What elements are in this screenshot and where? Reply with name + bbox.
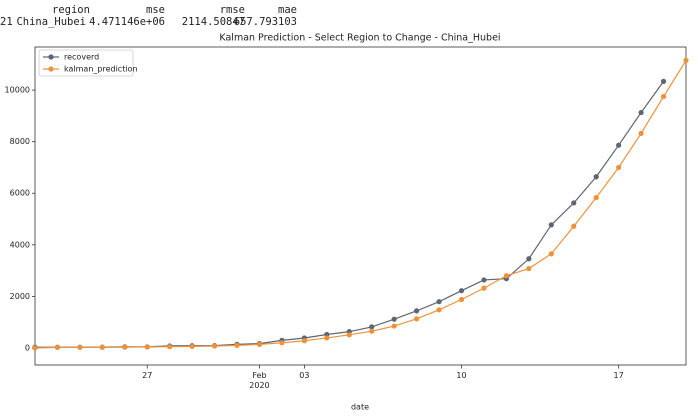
table-cell: China_Hubei: [16, 16, 86, 28]
data-point: [144, 344, 150, 350]
y-tick-label: 2000: [10, 292, 30, 301]
data-point: [526, 265, 532, 272]
data-point: [324, 335, 330, 341]
data-point: [301, 338, 307, 344]
legend-marker: [48, 54, 54, 60]
data-point: [167, 344, 173, 350]
legend-label: kalman_prediction: [64, 65, 138, 74]
data-point: [616, 142, 622, 148]
data-point: [503, 273, 510, 279]
data-point: [391, 316, 397, 322]
x-tick-label: 10: [456, 371, 467, 380]
y-tick-label: 4000: [10, 240, 30, 249]
data-point: [256, 341, 263, 347]
table-cell: 4.471146e+06: [89, 16, 165, 28]
series-line: [34, 60, 687, 349]
x-tick-label: 27: [142, 371, 153, 380]
data-point: [571, 200, 577, 206]
data-point: [211, 343, 218, 349]
y-tick-label: 6000: [10, 189, 30, 198]
data-point: [54, 344, 61, 351]
data-point: [638, 130, 644, 136]
data-point: [660, 78, 667, 84]
table-cell: 2114.50847: [181, 16, 245, 28]
legend-box: [38, 49, 134, 77]
data-point: [77, 344, 83, 350]
x-tick-label: 17: [613, 371, 624, 380]
data-point: [481, 277, 487, 283]
x-tick-label: 03: [299, 371, 310, 380]
data-point: [414, 308, 420, 314]
data-point: [414, 316, 420, 322]
data-point: [346, 332, 352, 338]
data-point: [526, 256, 532, 262]
data-point: [638, 109, 644, 116]
y-tick-label: 8000: [10, 137, 30, 146]
data-point: [548, 251, 554, 257]
data-point: [99, 344, 105, 350]
x-tick-label: Feb 2020: [249, 371, 270, 390]
chart-title: Kalman Prediction - Select Region to Cha…: [219, 33, 500, 44]
table-index: 21: [0, 16, 13, 28]
data-point: [189, 343, 195, 350]
data-point: [548, 222, 554, 228]
table-header: mae: [278, 4, 297, 16]
data-point: [436, 307, 442, 313]
x-axis-label: date: [351, 403, 369, 412]
series-line: [35, 81, 665, 348]
legend-marker: [48, 66, 54, 72]
y-tick-label: 0: [25, 343, 30, 352]
data-point: [391, 323, 397, 329]
data-point: [616, 164, 622, 171]
data-point: [481, 285, 487, 291]
data-point: [369, 328, 375, 334]
data-point: [683, 57, 689, 64]
data-point: [122, 344, 128, 350]
table-cell: 657.793103: [233, 16, 297, 28]
table-header: rmse: [219, 4, 245, 16]
table-header: region: [52, 4, 90, 16]
data-point: [593, 195, 599, 201]
data-point: [660, 93, 667, 100]
data-point: [436, 299, 442, 305]
data-point: [571, 223, 577, 229]
table-header: mse: [146, 4, 165, 16]
data-point: [279, 340, 285, 346]
data-point: [369, 324, 375, 330]
plot-frame: [34, 46, 687, 366]
data-point: [458, 296, 465, 303]
data-point: [593, 174, 599, 180]
legend-label: recoverd: [64, 53, 99, 62]
data-point: [458, 288, 465, 294]
data-point: [234, 342, 240, 348]
y-tick-label: 10000: [5, 86, 30, 95]
data-point: [32, 345, 38, 351]
